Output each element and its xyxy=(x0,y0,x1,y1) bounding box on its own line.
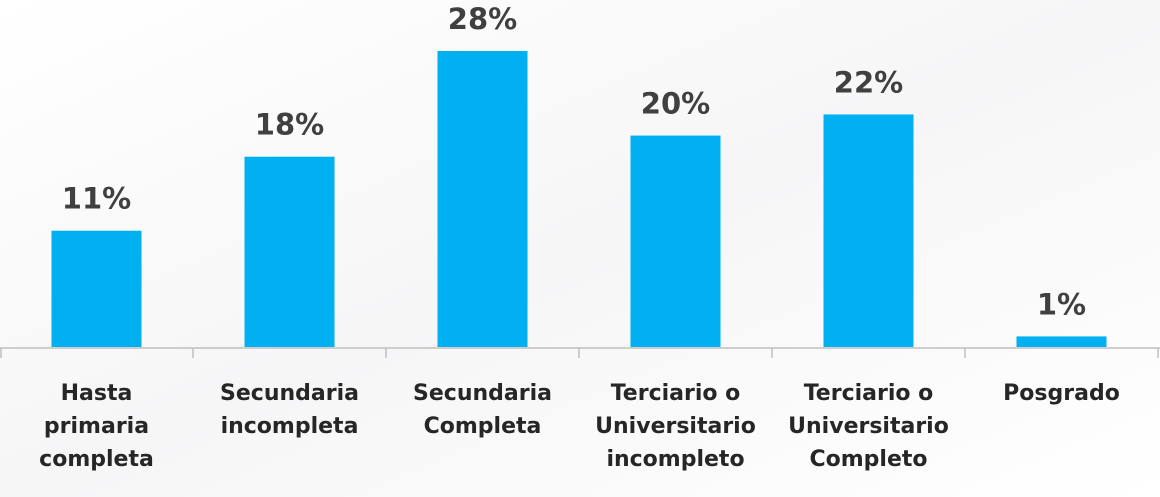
x-tick-label: Secundaria incompleta xyxy=(220,381,359,439)
bar xyxy=(51,230,142,347)
bar xyxy=(244,156,335,347)
x-tick-label: Terciario o Universitario Completo xyxy=(788,381,949,472)
x-tick-label: Secundaria Completa xyxy=(413,381,552,439)
x-tick-label: Terciario o Universitario incompleto xyxy=(595,381,756,472)
data-label: 11% xyxy=(62,182,131,216)
data-label: 22% xyxy=(834,65,903,99)
bar xyxy=(437,51,528,347)
data-label: 1% xyxy=(1037,287,1086,321)
data-label: 28% xyxy=(448,2,517,36)
bar xyxy=(1016,336,1107,347)
x-tick-label: Hasta primaria completa xyxy=(39,381,154,472)
data-label: 20% xyxy=(641,87,710,121)
bar xyxy=(630,135,721,347)
bar xyxy=(823,114,914,347)
data-label: 18% xyxy=(255,108,324,142)
x-tick-label: Posgrado xyxy=(1003,381,1120,406)
